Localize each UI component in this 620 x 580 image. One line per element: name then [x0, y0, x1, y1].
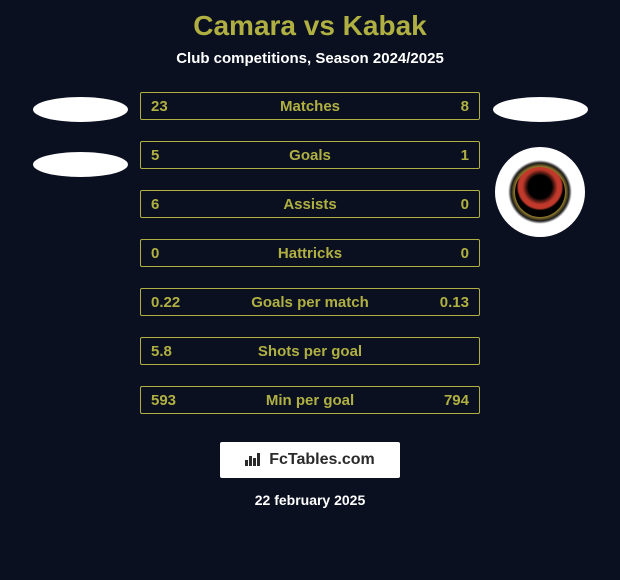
stat-row: 6Assists0 — [140, 190, 480, 218]
chart-icon — [245, 450, 263, 471]
stat-row: 593Min per goal794 — [140, 386, 480, 414]
stat-right-value: 0.13 — [409, 294, 469, 311]
stat-left-value: 5.8 — [151, 343, 211, 360]
stat-left-value: 23 — [151, 98, 211, 115]
stat-row: 23Matches8 — [140, 92, 480, 120]
stat-left-value: 593 — [151, 392, 211, 409]
stat-row: 5Goals1 — [140, 141, 480, 169]
stat-right-value: 794 — [409, 392, 469, 409]
stat-right-value: 0 — [409, 196, 469, 213]
comparison-body: 23Matches85Goals16Assists00Hattricks00.2… — [0, 92, 620, 414]
stat-label: Assists — [211, 196, 409, 213]
footer-brand-box: FcTables.com — [220, 442, 400, 478]
comparison-date: 22 february 2025 — [255, 492, 366, 508]
footer-brand-text: FcTables.com — [269, 451, 375, 469]
stat-label: Goals — [211, 147, 409, 164]
right-player-badge-placeholder — [493, 97, 588, 122]
left-player-badge-placeholder-2 — [33, 152, 128, 177]
stat-left-value: 0.22 — [151, 294, 211, 311]
stat-row: 5.8Shots per goal — [140, 337, 480, 365]
stat-right-value: 0 — [409, 245, 469, 262]
stat-label: Matches — [211, 98, 409, 115]
stat-left-value: 5 — [151, 147, 211, 164]
left-player-col — [20, 92, 140, 414]
stat-row: 0Hattricks0 — [140, 239, 480, 267]
stat-right-value: 1 — [409, 147, 469, 164]
club-crest-inner — [515, 167, 565, 217]
stat-label: Hattricks — [211, 245, 409, 262]
stat-right-value: 8 — [409, 98, 469, 115]
left-player-badge-placeholder-1 — [33, 97, 128, 122]
club-crest — [495, 147, 585, 237]
stat-label: Goals per match — [211, 294, 409, 311]
stat-label: Min per goal — [211, 392, 409, 409]
stat-left-value: 0 — [151, 245, 211, 262]
stat-row: 0.22Goals per match0.13 — [140, 288, 480, 316]
stats-column: 23Matches85Goals16Assists00Hattricks00.2… — [140, 92, 480, 414]
comparison-title: Camara vs Kabak — [193, 10, 426, 42]
comparison-subtitle: Club competitions, Season 2024/2025 — [176, 50, 444, 67]
stat-label: Shots per goal — [211, 343, 409, 360]
right-player-col — [480, 92, 600, 414]
stat-left-value: 6 — [151, 196, 211, 213]
